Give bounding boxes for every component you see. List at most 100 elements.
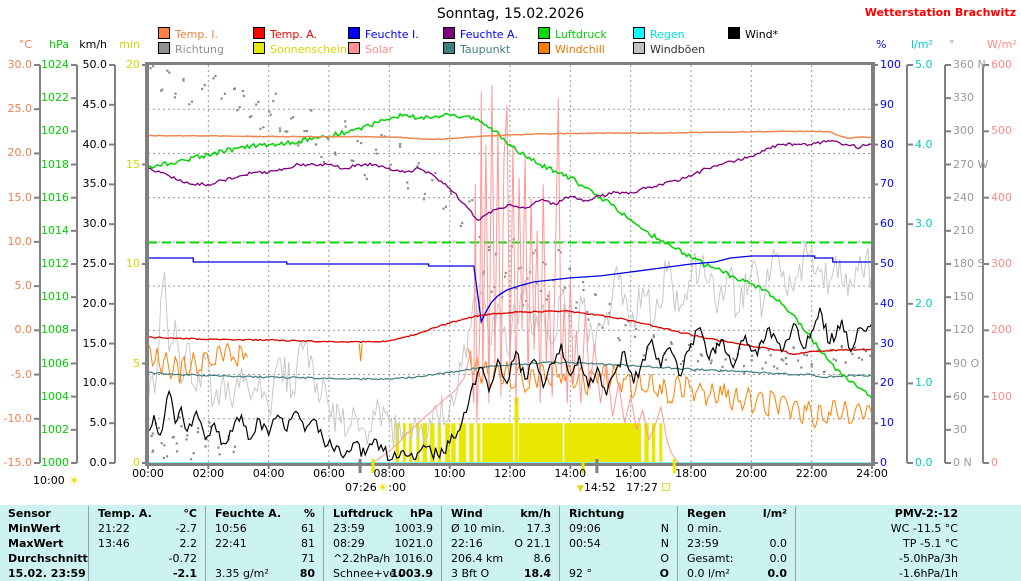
direction-dot bbox=[696, 360, 700, 363]
table-cell-label: Ø 10 min. bbox=[451, 522, 505, 535]
direction-dot bbox=[461, 221, 464, 225]
table-cell-value: 1016.0 bbox=[394, 552, 434, 565]
direction-dot bbox=[292, 116, 295, 119]
direction-dot bbox=[544, 263, 547, 266]
direction-dot bbox=[434, 172, 437, 175]
direction-dot bbox=[333, 151, 337, 154]
sunshine-total-marker: 10:00 ☀ bbox=[33, 474, 80, 489]
direction-dot bbox=[805, 354, 809, 357]
sun-icon: ☀ bbox=[68, 474, 80, 489]
direction-dot bbox=[761, 367, 764, 370]
station-name: Wetterstation Brachwitz bbox=[864, 6, 1016, 19]
table-row-label: Durchschnitt bbox=[8, 552, 88, 565]
direction-dot bbox=[175, 442, 178, 445]
direction-dot bbox=[200, 87, 204, 91]
direction-dot bbox=[188, 103, 191, 106]
sunshine-bar bbox=[476, 423, 481, 462]
direction-dot bbox=[223, 92, 226, 95]
direction-dot bbox=[699, 353, 703, 356]
direction-dot bbox=[524, 299, 528, 303]
direction-dot bbox=[186, 434, 189, 437]
series-feuchte-a bbox=[147, 139, 873, 221]
sunrise-suffix: :00 bbox=[388, 481, 407, 494]
sunshine-bar bbox=[408, 423, 412, 462]
afternoon-time: 14:52 bbox=[583, 481, 616, 494]
direction-dot bbox=[334, 153, 337, 156]
table-cell-label: 206.4 km bbox=[451, 552, 504, 565]
direction-dot bbox=[416, 165, 419, 168]
sunshine-bar bbox=[430, 423, 435, 462]
sunshine-bar bbox=[519, 423, 563, 462]
direction-dot bbox=[190, 100, 194, 103]
direction-dot bbox=[582, 288, 585, 292]
table-cell-label: 13:46 bbox=[98, 537, 130, 550]
direction-dot bbox=[714, 351, 718, 354]
sunshine-bar bbox=[395, 423, 399, 462]
table-cell-label: 21:22 bbox=[98, 522, 130, 535]
direction-dot bbox=[564, 286, 567, 289]
direction-dot bbox=[488, 245, 491, 249]
table-col-unit: hPa bbox=[409, 507, 433, 520]
direction-dot bbox=[688, 343, 691, 347]
direction-dot bbox=[715, 342, 718, 345]
direction-dot bbox=[185, 438, 188, 441]
table-col-header: Regen bbox=[687, 507, 727, 520]
direction-dot bbox=[422, 198, 426, 201]
direction-dot bbox=[521, 304, 525, 307]
sunset-time: 17:27 bbox=[626, 481, 658, 494]
table-cell-value: -5.0hPa/3h bbox=[899, 552, 958, 565]
direction-dot bbox=[608, 302, 611, 306]
direction-dot bbox=[601, 326, 604, 329]
direction-dot bbox=[208, 421, 211, 424]
direction-dot bbox=[250, 115, 253, 118]
direction-dot bbox=[242, 94, 245, 98]
series-windchill bbox=[358, 343, 363, 362]
direction-dot bbox=[375, 152, 378, 155]
direction-dot bbox=[503, 275, 507, 278]
table-cell-label: 0.0 l/m² bbox=[687, 567, 730, 580]
direction-dot bbox=[574, 306, 578, 309]
series-temp-a bbox=[147, 310, 873, 355]
direction-dot bbox=[559, 251, 562, 254]
table-col-unit: % bbox=[303, 507, 315, 520]
direction-dot bbox=[233, 445, 237, 448]
sunshine-total-value: 10:00 bbox=[33, 474, 65, 487]
direction-dot bbox=[557, 248, 560, 252]
direction-dot bbox=[635, 327, 638, 331]
direction-dot bbox=[743, 372, 746, 375]
direction-dot bbox=[830, 349, 833, 352]
direction-dot bbox=[840, 345, 843, 348]
direction-dot bbox=[664, 358, 667, 361]
direction-dot bbox=[840, 346, 844, 349]
direction-dot bbox=[853, 346, 857, 349]
direction-dot bbox=[314, 143, 318, 146]
direction-dot bbox=[152, 65, 155, 68]
direction-dot bbox=[709, 362, 712, 365]
direction-dot bbox=[398, 145, 402, 148]
direction-dot bbox=[203, 84, 206, 87]
table-cell-value: 0.0 bbox=[769, 537, 788, 550]
table-cell-value: 1021.0 bbox=[394, 537, 434, 550]
direction-dot bbox=[832, 358, 835, 361]
direction-dot bbox=[297, 144, 300, 147]
direction-dot bbox=[163, 444, 166, 447]
table-cell-label: 23:59 bbox=[333, 522, 365, 535]
direction-dot bbox=[360, 141, 363, 145]
direction-dot bbox=[350, 159, 353, 162]
table-separator bbox=[559, 506, 560, 581]
direction-dot bbox=[406, 187, 410, 190]
series-windchill bbox=[467, 347, 873, 429]
direction-dot bbox=[406, 181, 409, 184]
direction-dot bbox=[209, 425, 212, 428]
table-separator bbox=[205, 506, 206, 581]
direction-dot bbox=[278, 127, 281, 130]
direction-dot bbox=[857, 356, 861, 359]
direction-dot bbox=[220, 97, 223, 100]
table-col-unit: km/h bbox=[520, 507, 551, 520]
sunshine-bar bbox=[469, 423, 474, 462]
direction-dot bbox=[487, 248, 491, 252]
direction-dot bbox=[431, 179, 434, 182]
table-cell-value: 61 bbox=[301, 522, 315, 535]
table-cell-label: 3 Bft O bbox=[451, 567, 490, 580]
